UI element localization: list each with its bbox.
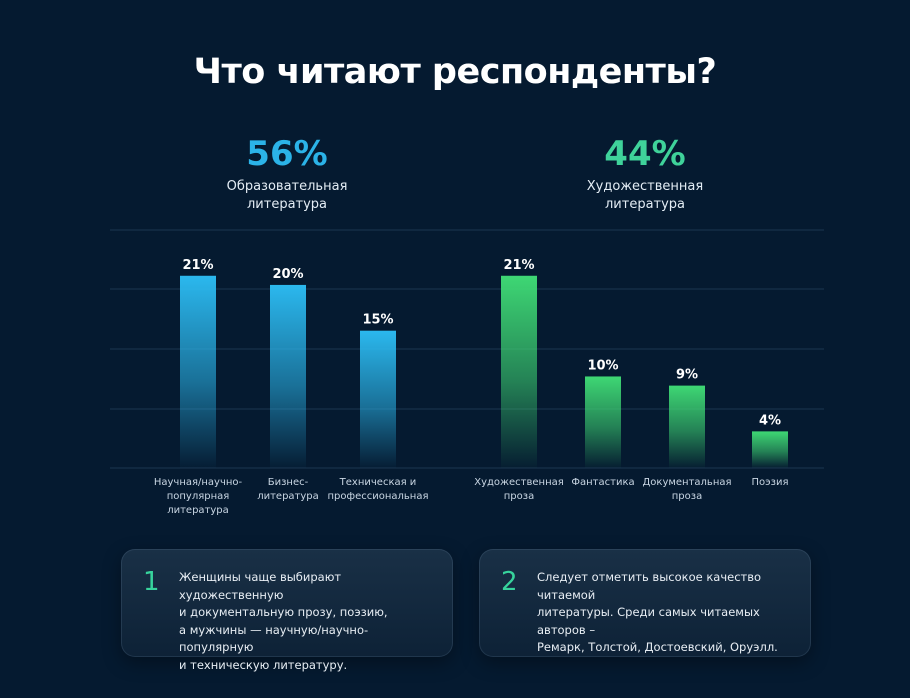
- note-1-line: а мужчины — научную/научно-популярную: [179, 622, 369, 655]
- fiction-label-line1: Художественная: [586, 179, 704, 194]
- education-label-line2: литература: [246, 197, 328, 212]
- bar-value-label: 4%: [759, 413, 781, 428]
- education-label: Образовательная литература: [157, 178, 417, 214]
- note-1-line: Женщины чаще выбирают художественную: [179, 570, 342, 602]
- category-label: Фантастика: [571, 477, 634, 488]
- education-label-line1: Образовательная: [226, 179, 348, 194]
- category-label: проза: [672, 491, 702, 502]
- category-label: Бизнес-: [268, 477, 309, 488]
- bar-value-label: 15%: [362, 313, 393, 328]
- category-label: Поэзия: [752, 477, 789, 488]
- note-1-number: 1: [143, 567, 160, 597]
- category-label: Научная/научно-: [154, 477, 243, 488]
- note-2-line: литературы. Среди самых читаемых авторов…: [537, 605, 760, 637]
- bar: [752, 431, 788, 468]
- note-2-number: 2: [501, 567, 518, 597]
- bar: [270, 284, 306, 468]
- category-label: Техническая и: [339, 477, 417, 488]
- fiction-label: Художественная литература: [515, 178, 775, 214]
- bar-value-label: 21%: [503, 258, 534, 273]
- bar-value-label: 21%: [182, 258, 213, 273]
- bar: [501, 275, 537, 468]
- note-1-text: Женщины чаще выбирают художественную и д…: [179, 569, 439, 674]
- note-2-line: Следует отметить высокое качество читаем…: [537, 570, 762, 602]
- category-label: проза: [504, 491, 534, 502]
- category-label: литература: [257, 491, 319, 502]
- education-percent: 56%: [246, 134, 328, 174]
- note-1-line: и документальную прозу, поэзию,: [179, 605, 388, 619]
- page-title: Что читают респонденты?: [193, 52, 717, 92]
- category-label: Документальная: [642, 477, 731, 488]
- bar: [585, 376, 621, 468]
- note-1-line: и техническую литературу.: [179, 657, 348, 672]
- category-label: профессиональная: [328, 491, 429, 502]
- category-label: литература: [167, 505, 229, 516]
- bar-value-label: 10%: [587, 358, 618, 373]
- fiction-percent: 44%: [604, 134, 686, 174]
- bar-chart: 21% Научная/научно-популярная литература 20…: [110, 229, 824, 516]
- note-card-1: 1 Женщины чаще выбирают художественную и…: [121, 549, 453, 672]
- bar-value-label: 20%: [272, 267, 303, 282]
- category-label: популярная: [167, 491, 230, 502]
- fiction-label-line2: литература: [604, 197, 686, 212]
- note-card-2: 2 Следует отметить высокое качество чита…: [479, 549, 811, 657]
- note-2-text: Следует отметить высокое качество читаем…: [537, 569, 799, 657]
- bar: [360, 330, 396, 468]
- category-label: Художественная: [474, 477, 564, 488]
- bar: [180, 275, 216, 468]
- note-2-line: Ремарк, Толстой, Достоевский, Оруэлл.: [537, 640, 778, 654]
- bar: [669, 385, 705, 468]
- bar-value-label: 9%: [676, 368, 698, 383]
